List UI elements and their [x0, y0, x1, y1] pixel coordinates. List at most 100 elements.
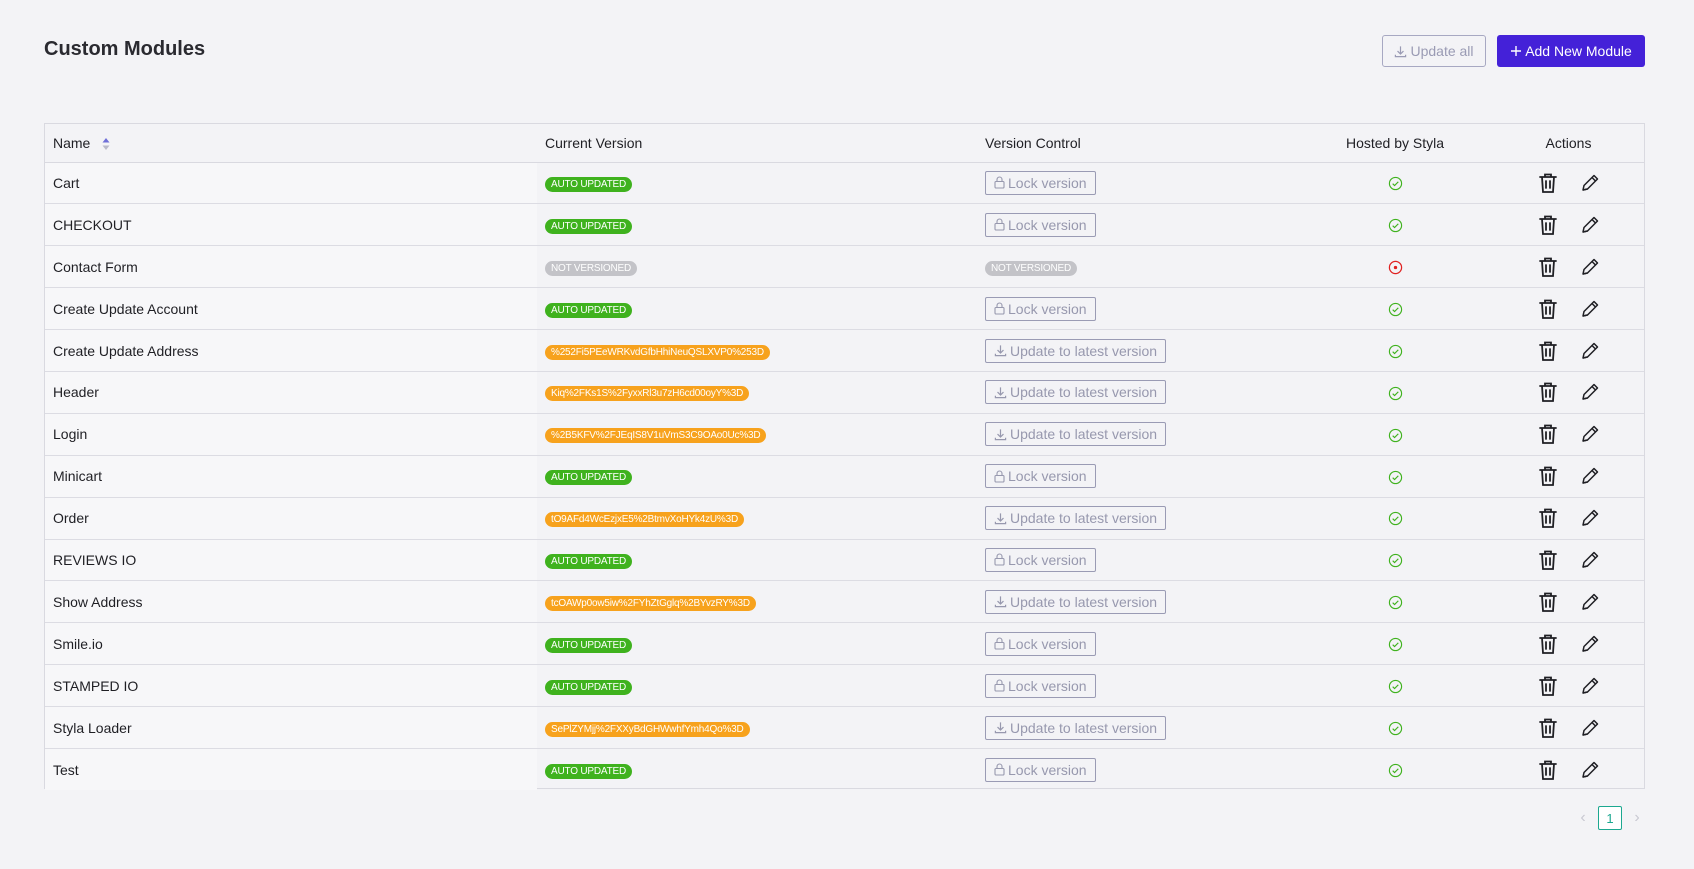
- current-version-cell: tcOAWp0ow5iw%2FYhZtGglq%2BYvzRY%3D: [537, 580, 977, 624]
- edit-button[interactable]: [1580, 466, 1600, 486]
- actions-cell: [1493, 413, 1644, 456]
- current-version-cell: AUTO UPDATED: [537, 539, 977, 582]
- current-version-cell: %2B5KFV%2FJEqIS8V1uVmS3C9OAo0Uc%3D: [537, 413, 977, 456]
- delete-button[interactable]: [1538, 759, 1558, 781]
- lock-icon: [994, 679, 1005, 692]
- hosted-cell: [1297, 622, 1493, 666]
- module-name: REVIEWS IO: [45, 539, 537, 582]
- update-latest-version-label: Update to latest version: [1010, 342, 1158, 359]
- edit-button[interactable]: [1580, 341, 1600, 361]
- module-name: Cart: [45, 162, 537, 205]
- version-control-cell: Update to latest version: [977, 329, 1297, 372]
- current-version-cell: AUTO UPDATED: [537, 162, 977, 205]
- version-control-cell: Lock version: [977, 539, 1297, 582]
- delete-button[interactable]: [1538, 214, 1558, 236]
- lock-version-button[interactable]: Lock version: [985, 673, 1096, 698]
- edit-button[interactable]: [1580, 215, 1600, 235]
- add-new-module-button[interactable]: Add New Module: [1497, 35, 1645, 67]
- edit-button[interactable]: [1580, 424, 1600, 444]
- edit-button[interactable]: [1580, 592, 1600, 612]
- version-control-cell: NOT VERSIONED: [977, 245, 1297, 289]
- lock-version-label: Lock version: [1008, 761, 1087, 778]
- delete-button[interactable]: [1538, 549, 1558, 571]
- check-circle-icon: [1388, 470, 1402, 484]
- delete-button[interactable]: [1538, 423, 1558, 445]
- edit-button[interactable]: [1580, 634, 1600, 654]
- update-all-button[interactable]: Update all: [1382, 35, 1486, 67]
- delete-button[interactable]: [1538, 381, 1558, 403]
- chevron-right-icon[interactable]: ›: [1634, 809, 1640, 826]
- version-badge: tcOAWp0ow5iw%2FYhZtGglq%2BYvzRY%3D: [545, 595, 756, 611]
- module-name: Create Update Address: [45, 329, 537, 372]
- lock-version-button[interactable]: Lock version: [985, 631, 1096, 656]
- edit-button[interactable]: [1580, 257, 1600, 277]
- column-header-current-version: Current Version: [537, 124, 977, 163]
- check-circle-icon: [1388, 763, 1402, 778]
- lock-version-button[interactable]: Lock version: [985, 547, 1096, 572]
- table-row: Minicart AUTO UPDATED Lock version: [45, 455, 1644, 498]
- update-latest-version-button[interactable]: Update to latest version: [985, 506, 1167, 531]
- add-new-module-label: Add New Module: [1525, 43, 1632, 59]
- hosted-cell: [1297, 287, 1493, 331]
- lock-version-button[interactable]: Lock version: [985, 212, 1096, 237]
- page-title: Custom Modules: [44, 38, 206, 60]
- download-icon: [994, 387, 1007, 399]
- delete-button[interactable]: [1538, 465, 1558, 487]
- chevron-left-icon[interactable]: ‹: [1580, 809, 1586, 826]
- current-version-cell: %252Fi5PEeWRKvdGfbHhiNeuQSLXVP0%253D: [537, 329, 977, 372]
- pencil-icon: [1581, 342, 1598, 359]
- check-circle-icon: [1388, 637, 1402, 652]
- pagination: ‹ 1 ›: [1576, 806, 1644, 830]
- pencil-icon: [1581, 467, 1598, 484]
- sort-icon[interactable]: [102, 137, 110, 151]
- edit-button[interactable]: [1580, 676, 1600, 696]
- lock-version-button[interactable]: Lock version: [985, 464, 1096, 489]
- delete-button[interactable]: [1538, 633, 1558, 655]
- update-latest-version-button[interactable]: Update to latest version: [985, 589, 1167, 614]
- delete-button[interactable]: [1538, 717, 1558, 739]
- edit-button[interactable]: [1580, 508, 1600, 528]
- delete-button[interactable]: [1538, 172, 1558, 194]
- table-row: REVIEWS IO AUTO UPDATED Lock version: [45, 539, 1644, 582]
- edit-button[interactable]: [1580, 299, 1600, 319]
- delete-button[interactable]: [1538, 507, 1558, 529]
- module-name: Smile.io: [45, 622, 537, 666]
- column-header-actions: Actions: [1493, 124, 1644, 163]
- delete-button[interactable]: [1538, 340, 1558, 362]
- lock-version-label: Lock version: [1008, 635, 1087, 652]
- trash-icon: [1538, 173, 1557, 193]
- update-latest-version-button[interactable]: Update to latest version: [985, 715, 1167, 740]
- actions-cell: [1493, 580, 1644, 624]
- delete-button[interactable]: [1538, 675, 1558, 697]
- version-control-cell: Update to latest version: [977, 371, 1297, 414]
- column-header-name[interactable]: Name: [45, 124, 537, 163]
- lock-version-label: Lock version: [1008, 216, 1087, 233]
- version-control-cell: Lock version: [977, 162, 1297, 205]
- column-header-name-label: Name: [53, 134, 91, 151]
- trash-icon: [1538, 634, 1557, 654]
- actions-cell: [1493, 203, 1644, 247]
- edit-button[interactable]: [1580, 718, 1600, 738]
- update-latest-version-button[interactable]: Update to latest version: [985, 338, 1167, 363]
- edit-button[interactable]: [1580, 382, 1600, 402]
- table-row: Styla Loader SePlZYMjj%2FXXyBdGHWwhfYmh4Q…: [45, 706, 1644, 749]
- delete-button[interactable]: [1538, 298, 1558, 320]
- lock-version-button[interactable]: Lock version: [985, 170, 1096, 195]
- trash-icon: [1538, 424, 1557, 445]
- delete-button[interactable]: [1538, 591, 1558, 613]
- lock-version-button[interactable]: Lock version: [985, 757, 1096, 782]
- page-number-current[interactable]: 1: [1598, 806, 1622, 830]
- edit-button[interactable]: [1580, 760, 1600, 780]
- edit-button[interactable]: [1580, 550, 1600, 570]
- download-icon: [994, 429, 1007, 440]
- update-latest-version-button[interactable]: Update to latest version: [985, 422, 1167, 447]
- lock-version-button[interactable]: Lock version: [985, 296, 1096, 321]
- lock-version-label: Lock version: [1008, 468, 1087, 485]
- version-badge: AUTO UPDATED: [545, 553, 633, 569]
- version-control-cell: Update to latest version: [977, 706, 1297, 749]
- update-latest-version-button[interactable]: Update to latest version: [985, 380, 1167, 405]
- delete-button[interactable]: [1538, 256, 1558, 278]
- edit-button[interactable]: [1580, 173, 1600, 193]
- actions-cell: [1493, 748, 1644, 790]
- table-body: Cart AUTO UPDATED Lock version CHECKOUT AUTO…: [45, 162, 1644, 791]
